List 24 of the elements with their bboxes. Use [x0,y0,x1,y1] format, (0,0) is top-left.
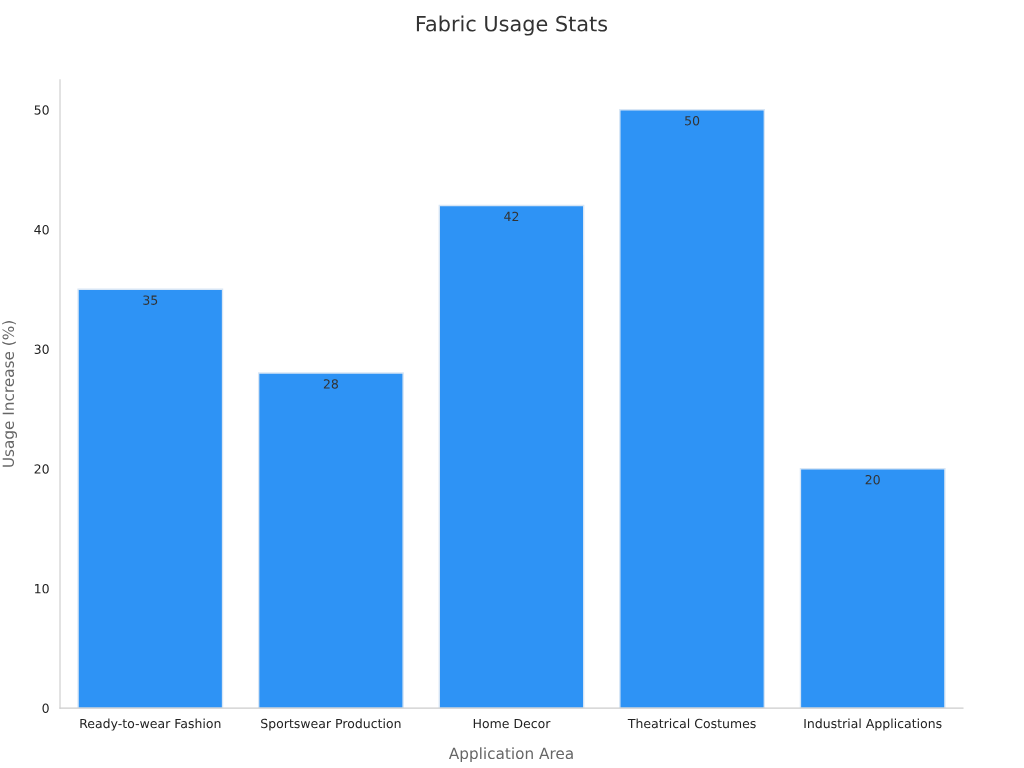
y-tick-label: 40 [34,224,49,235]
x-tick-label: Sportswear Production [261,718,401,731]
bar [77,288,224,709]
y-tick-label: 50 [34,105,49,115]
y-tick-label: 10 [35,583,49,594]
bar [257,372,404,709]
bar [438,204,585,709]
y-tick-label: 20 [34,464,49,474]
data-label: 28 [323,379,338,389]
x-tick-label: Home Decor [473,718,551,729]
x-tick-label: Theatrical Costumes [627,718,756,729]
chart-title: Fabric Usage Stats [416,15,608,36]
x-tick-label: Industrial Applications [804,718,942,731]
data-label: 50 [685,115,700,126]
data-label: 20 [865,474,880,485]
x-axis-title: Application Area [448,747,573,763]
x-tick-label: Ready-to-wear Fashion [80,718,221,731]
data-label: 35 [143,295,158,305]
y-tick-label: 0 [42,703,49,714]
data-label: 42 [504,211,519,221]
bar [799,468,946,709]
y-axis-title: Usage Increase (%) [2,321,18,467]
bar [619,109,766,709]
y-tick-label: 30 [34,344,49,355]
